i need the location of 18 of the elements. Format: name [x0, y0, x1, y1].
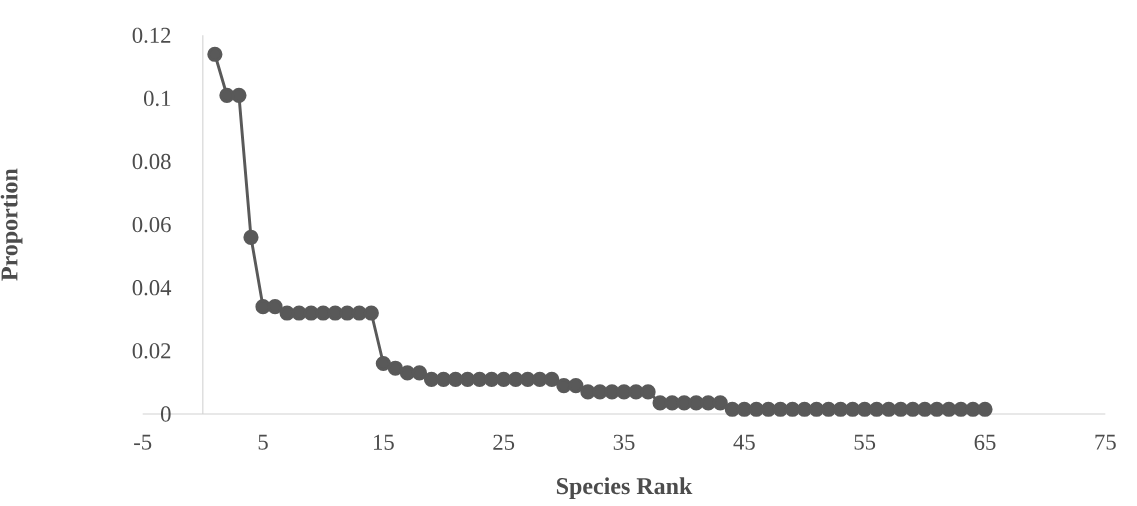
x-tick-label: -5: [134, 434, 152, 450]
y-tick-label: 0.1: [143, 90, 171, 107]
y-tick-label: 0.08: [132, 153, 171, 170]
x-tick-label: 15: [374, 434, 394, 450]
x-tick-label: 65: [974, 434, 996, 450]
y-tick-label: 0.04: [132, 280, 172, 296]
x-tick-label: 5: [258, 434, 268, 450]
x-tick-label: 55: [854, 434, 876, 450]
y-tick-label: 0.02: [132, 343, 171, 359]
x-tick-label: 75: [1095, 434, 1116, 450]
y-tick-label: 0: [160, 406, 171, 422]
x-tick-label: 35: [613, 434, 635, 450]
y-tick-label: 0.12: [132, 27, 171, 44]
y-axis-title: Proportion: [0, 168, 23, 281]
y-tick-label: 0.06: [132, 216, 171, 233]
x-tick-label: 45: [733, 434, 755, 450]
x-tick-label: 25: [493, 434, 515, 450]
x-axis-title: Species Rank: [556, 477, 693, 500]
